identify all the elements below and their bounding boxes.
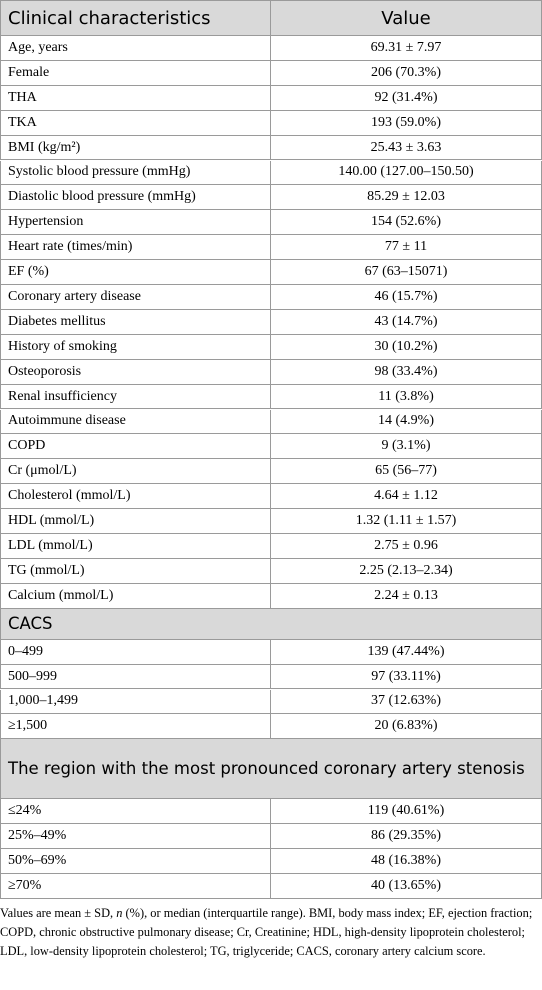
label-cell: Osteoporosis bbox=[0, 359, 271, 385]
value-cell: 2.25 (2.13–2.34) bbox=[271, 558, 542, 584]
note-text: n bbox=[116, 906, 123, 920]
value-cell: 40 (13.65%) bbox=[271, 874, 542, 899]
label-cell: ≥70% bbox=[0, 874, 271, 899]
label-cell: ≥1,500 bbox=[0, 714, 271, 740]
label-cell: Autoimmune disease bbox=[0, 409, 271, 435]
value-cell: 9 (3.1%) bbox=[271, 434, 542, 460]
label-cell: 50%–69% bbox=[0, 849, 271, 874]
section-header: CACS bbox=[0, 608, 542, 640]
label-cell: COPD bbox=[0, 434, 271, 460]
value-cell: 46 (15.7%) bbox=[271, 285, 542, 310]
value-cell: 65 (56–77) bbox=[271, 459, 542, 485]
value-cell: 69.31 ± 7.97 bbox=[271, 36, 542, 61]
label-cell: Systolic blood pressure (mmHg) bbox=[0, 160, 271, 186]
value-cell: 20 (6.83%) bbox=[271, 714, 542, 740]
value-cell: 67 (63–15071) bbox=[271, 260, 542, 285]
note-text: (%), or median (interquartile range). BM… bbox=[0, 906, 533, 958]
label-cell: TG (mmol/L) bbox=[0, 558, 271, 584]
value-cell: 14 (4.9%) bbox=[271, 409, 542, 435]
value-cell: 119 (40.61%) bbox=[271, 799, 542, 825]
label-cell: 25%–49% bbox=[0, 824, 271, 850]
label-cell: 0–499 bbox=[0, 639, 271, 665]
value-cell: 48 (16.38%) bbox=[271, 849, 542, 874]
label-cell: HDL (mmol/L) bbox=[0, 509, 271, 534]
label-cell: History of smoking bbox=[0, 334, 271, 360]
label-cell: 500–999 bbox=[0, 664, 271, 690]
value-cell: 85.29 ± 12.03 bbox=[271, 185, 542, 211]
label-cell: Hypertension bbox=[0, 210, 271, 236]
label-cell: BMI (kg/m²) bbox=[0, 135, 271, 161]
value-cell: 193 (59.0%) bbox=[271, 110, 542, 136]
label-cell: Age, years bbox=[0, 36, 271, 61]
label-cell: LDL (mmol/L) bbox=[0, 534, 271, 559]
label-cell: Female bbox=[0, 60, 271, 86]
label-cell: 1,000–1,499 bbox=[0, 689, 271, 715]
label-cell: Calcium (mmol/L) bbox=[0, 583, 271, 609]
label-cell: Renal insufficiency bbox=[0, 384, 271, 410]
value-cell: 77 ± 11 bbox=[271, 235, 542, 261]
value-cell: 37 (12.63%) bbox=[271, 689, 542, 715]
label-cell: ≤24% bbox=[0, 799, 271, 825]
label-cell: Coronary artery disease bbox=[0, 285, 271, 310]
label-cell: Heart rate (times/min) bbox=[0, 235, 271, 261]
label-cell: Cholesterol (mmol/L) bbox=[0, 484, 271, 510]
label-cell: TKA bbox=[0, 110, 271, 136]
value-cell: 98 (33.4%) bbox=[271, 359, 542, 385]
value-cell: 25.43 ± 3.63 bbox=[271, 135, 542, 161]
value-cell: 11 (3.8%) bbox=[271, 384, 542, 410]
section-header: The region with the most pronounced coro… bbox=[0, 739, 542, 800]
footnote: Values are mean ± SD, n (%), or median (… bbox=[0, 904, 542, 961]
value-cell: 2.24 ± 0.13 bbox=[271, 583, 542, 609]
label-cell: Diabetes mellitus bbox=[0, 309, 271, 335]
label-cell: Diastolic blood pressure (mmHg) bbox=[0, 185, 271, 211]
label-cell: EF (%) bbox=[0, 260, 271, 285]
value-cell: 2.75 ± 0.96 bbox=[271, 534, 542, 559]
note-text: Values are mean ± SD, bbox=[0, 906, 117, 920]
value-cell: 1.32 (1.11 ± 1.57) bbox=[271, 509, 542, 534]
value-cell: 4.64 ± 1.12 bbox=[271, 484, 542, 510]
header-cell: Value bbox=[271, 0, 542, 36]
value-cell: 86 (29.35%) bbox=[271, 824, 542, 850]
value-cell: 140.00 (127.00–150.50) bbox=[271, 160, 542, 186]
value-cell: 154 (52.6%) bbox=[271, 210, 542, 236]
value-cell: 43 (14.7%) bbox=[271, 309, 542, 335]
value-cell: 92 (31.4%) bbox=[271, 85, 542, 111]
value-cell: 206 (70.3%) bbox=[271, 60, 542, 86]
header-cell: Clinical characteristics bbox=[0, 0, 271, 36]
value-cell: 30 (10.2%) bbox=[271, 334, 542, 360]
label-cell: Cr (μmol/L) bbox=[0, 459, 271, 485]
value-cell: 139 (47.44%) bbox=[271, 639, 542, 665]
label-cell: THA bbox=[0, 85, 271, 111]
value-cell: 97 (33.11%) bbox=[271, 664, 542, 690]
